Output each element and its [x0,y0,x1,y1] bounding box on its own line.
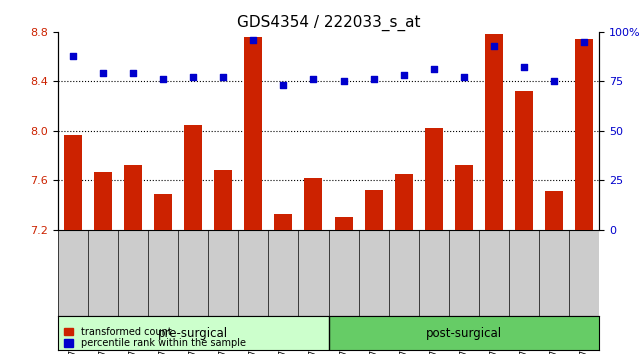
Title: GDS4354 / 222033_s_at: GDS4354 / 222033_s_at [237,14,420,30]
Bar [274,214,292,230]
Bar [575,39,594,230]
Point [158,76,168,82]
Bar [244,37,262,230]
Point [308,76,319,82]
Bar [214,170,232,230]
Bar [304,178,322,230]
Text: pre-surgical: pre-surgical [158,327,228,340]
Point [248,37,258,42]
Bar [395,174,413,230]
Point [218,75,228,80]
Bar [425,129,443,230]
Point [579,39,590,45]
Text: post-surgical: post-surgical [426,327,502,340]
Bar [545,192,563,230]
Point [519,65,529,70]
Bar [328,316,599,350]
Point [459,75,469,80]
Bar [365,190,383,230]
Bar [124,165,142,230]
Point [549,79,560,84]
Point [128,70,138,76]
Bar [455,165,473,230]
Point [97,70,108,76]
Bar [184,125,202,230]
Bar [58,316,328,350]
Bar [485,34,503,230]
Point [338,79,349,84]
Bar [63,135,82,230]
Bar [515,91,533,230]
Point [278,82,288,88]
Bar [335,217,353,230]
Legend: transformed count, percentile rank within the sample: transformed count, percentile rank withi… [63,326,247,349]
Point [429,67,439,72]
Point [399,73,409,78]
Point [67,53,78,58]
Point [489,43,499,48]
Bar [94,172,112,230]
Bar [154,194,172,230]
Point [369,76,379,82]
Point [188,75,198,80]
